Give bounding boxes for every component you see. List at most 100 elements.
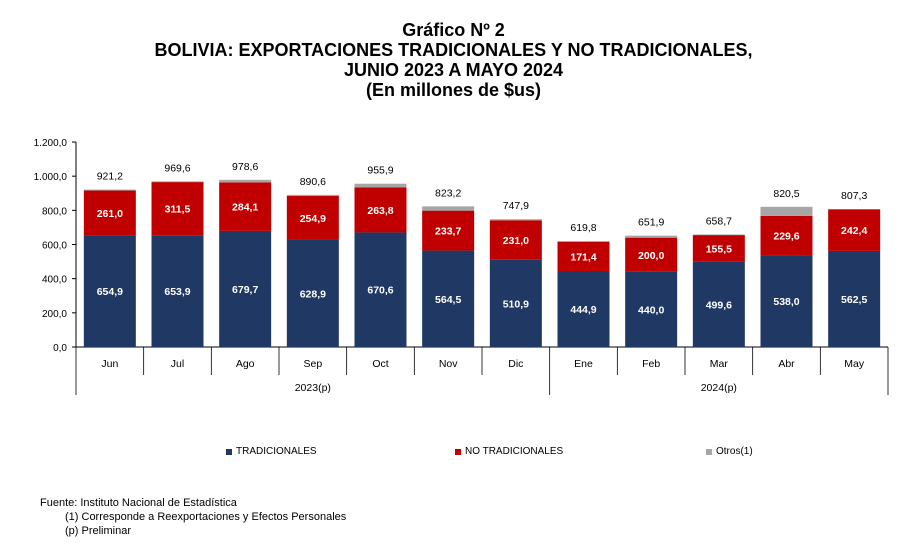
total-label: 807,3 <box>841 190 867 202</box>
bar-segment-no-tradicionales <box>760 215 813 256</box>
x-tick-label: May <box>844 358 865 370</box>
y-tick-label: 600,0 <box>42 241 67 252</box>
legend-label-tradicionales: TRADICIONALES <box>236 446 317 457</box>
y-tick-label: 800,0 <box>42 206 67 217</box>
x-tick-label: Mar <box>710 358 729 370</box>
bar-segment-otros <box>692 234 745 236</box>
x-tick-label: Sep <box>303 358 322 370</box>
x-group-label: 2024(p) <box>701 382 737 394</box>
data-label: 254,9 <box>300 213 326 225</box>
bar-segment-no-tradicionales <box>286 196 339 240</box>
data-label: 562,5 <box>841 294 867 306</box>
bar-segment-tradicionales <box>151 235 204 347</box>
chart-legend: TRADICIONALES NO TRADICIONALES Otros(1) <box>0 446 907 462</box>
data-label: 242,4 <box>841 225 867 237</box>
data-label: 229,6 <box>773 230 799 242</box>
bar-segment-tradicionales <box>489 259 542 347</box>
bar-segment-no-tradicionales <box>354 187 407 233</box>
chart-number-title: Gráfico Nº 2 <box>402 20 505 40</box>
data-label: 510,9 <box>503 298 529 310</box>
total-label: 969,6 <box>164 162 190 174</box>
bar-segment-otros <box>354 183 407 188</box>
x-tick-label: Dic <box>508 358 523 370</box>
legend-item-no-tradicionales: NO TRADICIONALES <box>455 446 563 457</box>
data-label: 284,1 <box>232 202 258 214</box>
bar-segment-tradicionales <box>760 255 813 347</box>
data-label: 628,9 <box>300 288 326 300</box>
bar-segment-otros <box>625 235 678 238</box>
bar-segment-no-tradicionales <box>151 182 204 236</box>
bar-segment-no-tradicionales <box>828 209 881 251</box>
y-tick-label: 1.000,0 <box>34 172 68 183</box>
legend-label-no-tradicionales: NO TRADICIONALES <box>465 446 564 457</box>
total-label: 955,9 <box>367 165 393 177</box>
bar-segment-no-tradicionales <box>83 190 136 236</box>
x-tick-label: Ago <box>236 358 255 370</box>
data-label: 261,0 <box>97 208 123 220</box>
y-tick-label: 200,0 <box>42 309 67 320</box>
chart-units: (En millones de $us) <box>365 80 542 100</box>
data-label: 440,0 <box>638 304 664 316</box>
data-label: 654,9 <box>97 286 123 298</box>
legend-swatch-tradicionales <box>226 448 232 455</box>
bar-segment-tradicionales <box>422 250 475 347</box>
data-label: 679,7 <box>232 284 258 296</box>
stacked-bar-chart: 0,0 200,0 400,0 600,0 800,0 1.000,0 1.200,0 654… <box>34 138 889 395</box>
legend-item-tradicionales: TRADICIONALES <box>226 446 317 457</box>
bar-segment-no-tradicionales <box>219 182 272 231</box>
y-tick-label: 1.200,0 <box>34 138 68 149</box>
footnotes: Fuente: Instituto Nacional de Estadístic… <box>40 496 346 538</box>
total-label: 820,5 <box>773 188 799 200</box>
bar-segment-tradicionales <box>692 261 745 347</box>
source-note: Fuente: Instituto Nacional de Estadístic… <box>40 497 237 509</box>
x-group-label: 2023(p) <box>295 382 331 394</box>
bar-segment-otros <box>489 219 542 221</box>
total-label: 978,6 <box>232 161 258 173</box>
bar-segment-tradicionales <box>557 270 610 347</box>
bar-segment-no-tradicionales <box>422 210 475 251</box>
total-label: 651,9 <box>638 217 664 229</box>
total-label: 658,7 <box>706 215 732 227</box>
data-label: 564,5 <box>435 294 461 306</box>
data-label: 311,5 <box>165 204 191 216</box>
data-label: 538,0 <box>773 296 799 308</box>
x-tick-label: Oct <box>372 358 388 370</box>
bar-segment-tradicionales <box>286 239 339 347</box>
total-label: 921,2 <box>97 171 123 183</box>
data-label: 231,0 <box>503 235 529 247</box>
bar-segment-otros <box>286 194 339 197</box>
x-tick-label: Jul <box>171 358 184 370</box>
data-label: 155,5 <box>706 243 732 255</box>
data-label: 263,8 <box>367 205 393 217</box>
footnote-preliminar: (p) Preliminar <box>65 525 132 537</box>
bar-segment-otros <box>422 206 475 211</box>
bar-segment-no-tradicionales <box>692 235 745 262</box>
x-tick-label: Nov <box>439 358 458 370</box>
data-label: 171,4 <box>570 251 596 263</box>
bar-segment-otros <box>151 181 204 183</box>
chart-titles: Gráfico Nº 2 BOLIVIA: EXPORTACIONES TRAD… <box>0 20 907 100</box>
total-label: 823,2 <box>435 187 461 199</box>
footnote-otros: (1) Corresponde a Reexportaciones y Efec… <box>65 511 347 523</box>
bar-segment-otros <box>219 179 272 183</box>
x-tick-label: Abr <box>778 358 795 370</box>
y-tick-label: 400,0 <box>42 275 67 286</box>
total-label: 619,8 <box>570 222 596 234</box>
bar-segment-otros <box>557 241 610 242</box>
data-label: 670,6 <box>367 285 393 297</box>
bar-segment-tradicionales <box>219 230 272 347</box>
bar-segment-tradicionales <box>828 250 881 347</box>
legend-swatch-otros <box>706 448 712 455</box>
chart-period: JUNIO 2023 A MAYO 2024 <box>343 60 564 80</box>
data-label: 653,9 <box>164 286 190 298</box>
x-tick-label: Feb <box>642 358 660 370</box>
bar-segment-no-tradicionales <box>625 237 678 272</box>
bar-segment-no-tradicionales <box>557 241 610 271</box>
legend-swatch-no-tradicionales <box>455 448 461 455</box>
bar-segment-otros <box>83 189 136 191</box>
bar-segment-no-tradicionales <box>489 220 542 260</box>
chart-title: BOLIVIA: EXPORTACIONES TRADICIONALES Y N… <box>154 40 753 60</box>
bar-segment-tradicionales <box>354 232 407 347</box>
bar-segment-tradicionales <box>83 235 136 347</box>
x-tick-label: Ene <box>574 358 593 370</box>
